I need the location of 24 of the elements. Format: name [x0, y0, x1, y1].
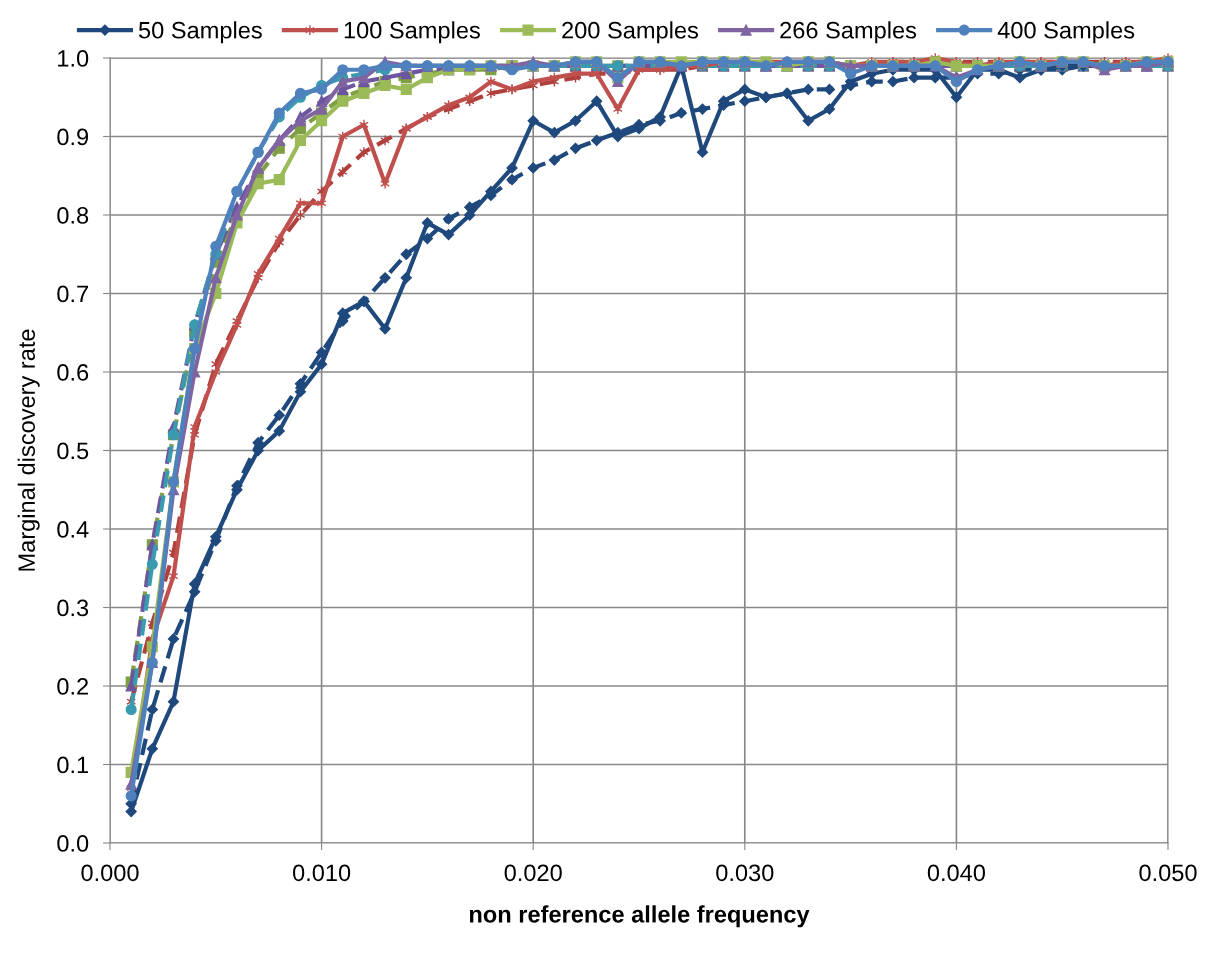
y-tick-label: 0.5: [57, 442, 89, 460]
x-tick-label: 0.000: [81, 864, 139, 882]
y-tick-label: 0.4: [57, 521, 89, 538]
y-tick-label: 0.1: [57, 756, 89, 774]
x-tick-label: 0.040: [927, 864, 986, 882]
x-tick-label: 0.050: [1139, 864, 1197, 882]
y-tick-label: 0.9: [57, 128, 89, 146]
legend-label: 400 Samples: [997, 21, 1135, 44]
y-tick-label: 0.3: [57, 599, 89, 617]
x-tick-label: 0.020: [504, 864, 562, 882]
y-tick-label: 0.0: [57, 835, 89, 852]
y-tick-label: 0.7: [57, 285, 88, 303]
x-axis-title: non reference allele frequency: [469, 905, 810, 928]
y-tick-label: 0.6: [57, 364, 89, 381]
y-tick-label: 0.8: [57, 207, 89, 224]
legend-label: 50 Samples: [138, 21, 262, 44]
legend-label: 200 Samples: [562, 21, 699, 44]
y-axis-title: Marginal discovery rate: [17, 329, 40, 571]
y-tick-label: 0.2: [57, 678, 88, 695]
x-tick-label: 0.030: [716, 864, 774, 882]
legend-label: 266 Samples: [780, 21, 917, 44]
legend-label: 100 Samples: [344, 21, 480, 44]
y-tick-label: 1.0: [58, 50, 89, 67]
x-tick-label: 0.010: [292, 864, 351, 882]
